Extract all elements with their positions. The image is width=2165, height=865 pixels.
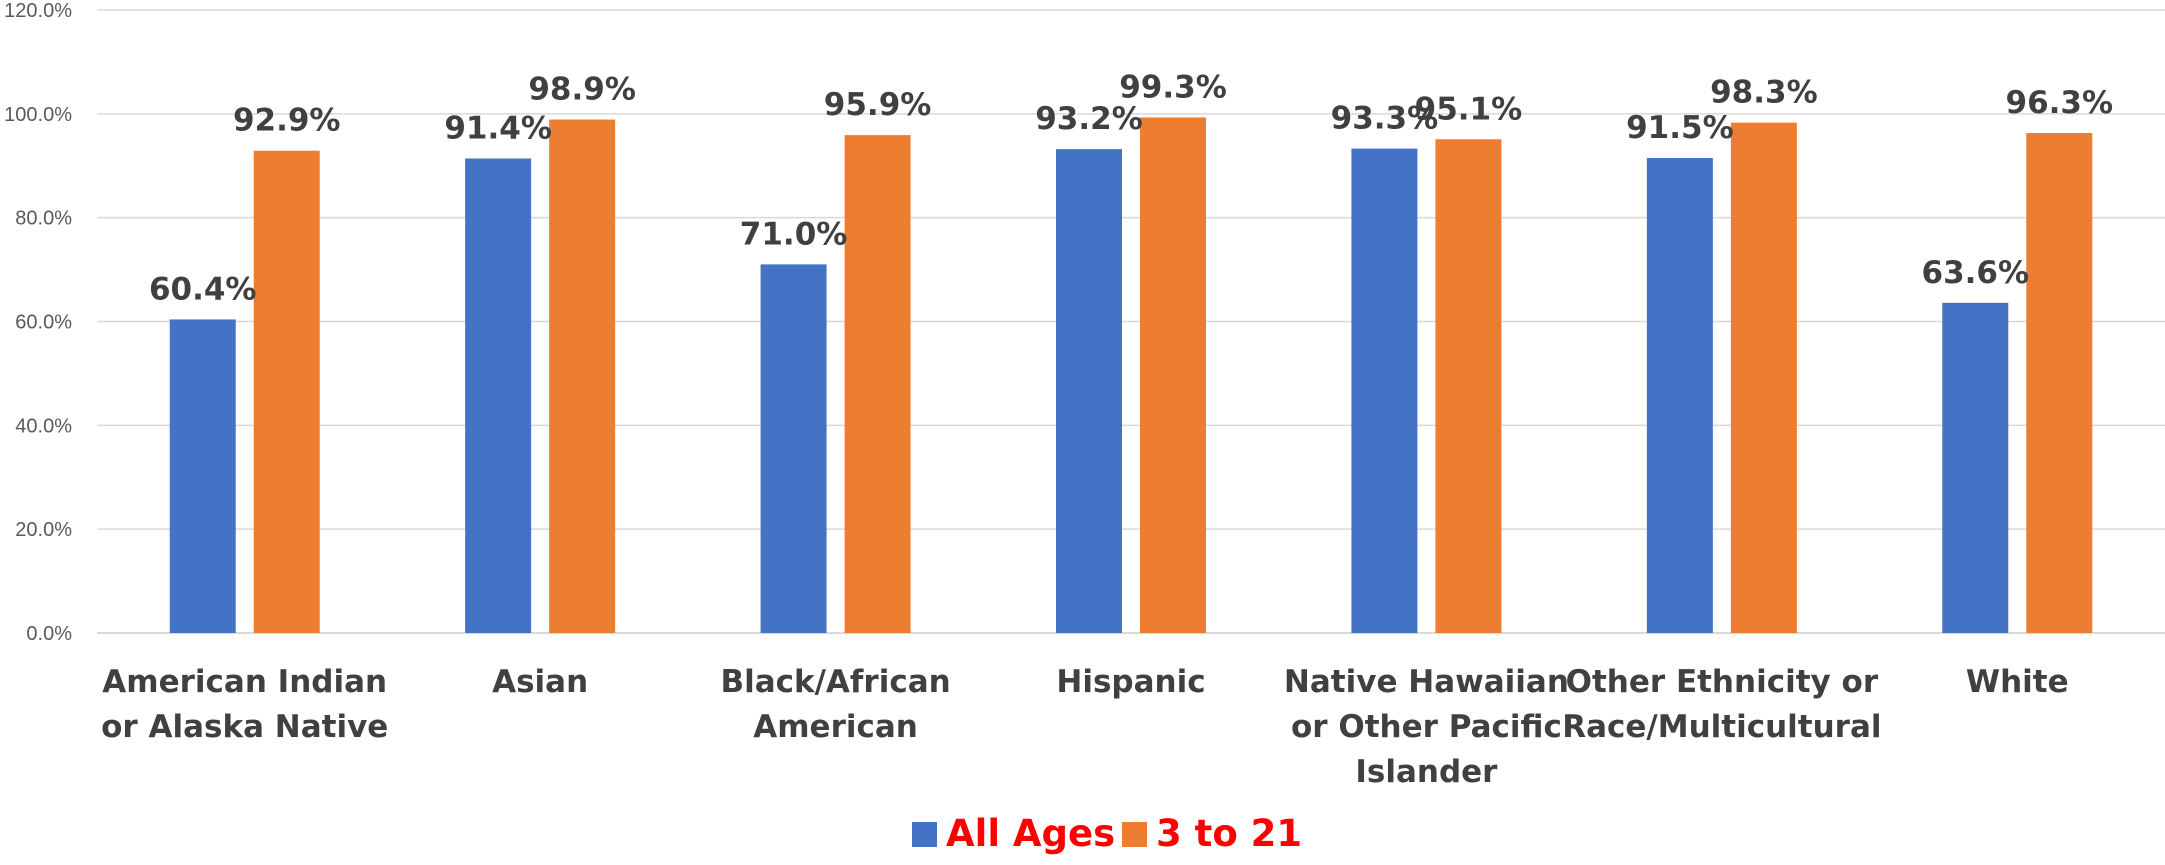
y-axis-ticks: 0.0% 20.0% 40.0% 60.0% 80.0% 100.0% 120.0%: [4, 0, 72, 645]
y-tick-label: 0.0%: [26, 623, 72, 645]
category-label: American Indian or Alaska Native: [101, 664, 388, 745]
legend-label: All Ages: [946, 812, 1115, 855]
category-label: Other Ethnicity or Race/Multicultural: [1562, 664, 1881, 745]
bar-all-ages: [169, 319, 236, 633]
legend-label: 3 to 21: [1156, 812, 1302, 855]
bar-all-ages: [760, 264, 827, 633]
bar-3-to-21: [1730, 122, 1797, 633]
category-label: Black/African American: [720, 664, 950, 745]
bar-3-to-21: [549, 119, 616, 633]
data-label: 91.4%: [444, 110, 552, 146]
data-label: 71.0%: [740, 216, 848, 252]
data-label: 95.9%: [824, 87, 932, 123]
data-label: 60.4%: [149, 271, 257, 307]
bar-3-to-21: [253, 150, 320, 634]
data-label: 98.9%: [528, 72, 636, 108]
data-label: 98.3%: [1710, 75, 1818, 111]
x-axis-categories: American Indian or Alaska Native Asian Blac…: [101, 664, 2069, 790]
y-tick-label: 100.0%: [4, 104, 72, 126]
category-label: White: [1966, 664, 2069, 700]
bars: [169, 117, 2093, 634]
category-label: Native Hawaiian or Other Pacific Islander: [1284, 664, 1569, 790]
y-tick-label: 60.0%: [15, 312, 72, 334]
data-label: 92.9%: [233, 103, 341, 139]
category-label: Asian: [492, 664, 588, 700]
data-labels: 60.4% 92.9% 91.4%98.9% 71.0% 95.9% 93.2%99.3%…: [149, 69, 2113, 307]
legend-swatch: [912, 822, 937, 847]
y-tick-label: 80.0%: [15, 208, 72, 230]
data-label: 91.5%: [1626, 110, 1734, 146]
bar-all-ages: [465, 158, 532, 633]
gridlines: [97, 9, 2165, 634]
legend-swatch: [1122, 822, 1147, 847]
bar-all-ages: [1646, 157, 1713, 633]
bar-all-ages: [1351, 148, 1418, 633]
data-label: 93.3%: [1331, 101, 1439, 137]
bar-3-to-21: [1435, 139, 1502, 633]
bar-all-ages: [1942, 302, 2009, 633]
data-label: 99.3%: [1119, 69, 1227, 105]
bar-3-to-21: [1140, 117, 1206, 633]
bar-all-ages: [1056, 149, 1122, 634]
data-label: 93.2%: [1035, 101, 1143, 137]
data-label: 63.6%: [1922, 255, 2030, 291]
bar-3-to-21: [2026, 133, 2093, 634]
bar-3-to-21: [844, 135, 911, 633]
y-tick-label: 40.0%: [15, 415, 72, 437]
category-label: Hispanic: [1056, 664, 1205, 700]
data-label: 95.1%: [1415, 91, 1523, 127]
legend: All Ages 3 to 21: [912, 812, 1302, 855]
y-tick-label: 120.0%: [4, 0, 72, 22]
y-tick-label: 20.0%: [15, 519, 72, 541]
data-label: 96.3%: [2006, 85, 2114, 121]
